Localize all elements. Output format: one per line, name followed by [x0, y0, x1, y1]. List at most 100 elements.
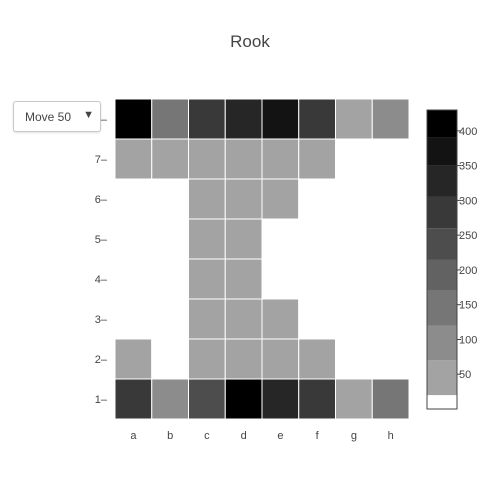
heatmap-cell-e5 — [261, 218, 300, 260]
heatmap-cell-g4 — [335, 258, 373, 300]
y-tick-label: 1– — [95, 394, 108, 406]
heatmap-cell-d8 — [224, 98, 263, 140]
heatmap-cell-b3 — [151, 298, 189, 340]
heatmap-cell-b8 — [151, 98, 189, 140]
x-tick-label: h — [388, 430, 394, 442]
colorbar-band — [427, 325, 457, 361]
heatmap-cell-f8 — [298, 98, 336, 140]
colorbar-tick-label: 50 — [459, 369, 471, 381]
heatmap-cell-a3 — [114, 298, 153, 340]
colorbar-band — [427, 165, 457, 197]
colorbar-tick-label: 200 — [459, 265, 477, 277]
heatmap-cell-b5 — [151, 218, 189, 260]
colorbar-band — [427, 395, 457, 409]
heatmap-cell-h1 — [371, 378, 410, 420]
y-tick-label: 2– — [95, 354, 108, 366]
heatmap-cell-f6 — [298, 178, 336, 220]
colorbar-band — [427, 137, 457, 166]
colorbar-tick-label: 400 — [459, 126, 477, 138]
heatmap-cell-a5 — [114, 218, 153, 260]
heatmap-cell-d5 — [224, 218, 263, 260]
heatmap-cell-f2 — [298, 338, 336, 380]
heatmap-cell-h5 — [371, 218, 410, 260]
heatmap-cell-e4 — [261, 258, 300, 300]
heatmap-cell-b4 — [151, 258, 189, 300]
heatmap-cell-d1 — [224, 378, 263, 420]
heatmap-cell-h7 — [371, 138, 410, 180]
heatmap-cell-c6 — [188, 178, 226, 220]
heatmap-cell-e7 — [261, 138, 300, 180]
heatmap-cell-g5 — [335, 218, 373, 260]
heatmap-cell-d3 — [224, 298, 263, 340]
heatmap-cell-c7 — [188, 138, 226, 180]
x-tick-label: b — [167, 430, 173, 442]
heatmap-cell-a6 — [114, 178, 153, 220]
chart-title: Rook — [230, 32, 270, 51]
heatmap-cell-f4 — [298, 258, 336, 300]
heatmap-cell-g2 — [335, 338, 373, 380]
heatmap-cell-f5 — [298, 218, 336, 260]
heatmap-cell-g3 — [335, 298, 373, 340]
heatmap-cell-b1 — [151, 378, 189, 420]
y-tick-label: 3– — [95, 314, 108, 326]
heatmap-cell-d6 — [224, 178, 263, 220]
heatmap-cell-c8 — [188, 98, 226, 140]
heatmap-cell-a4 — [114, 258, 153, 300]
colorbar-band — [427, 196, 457, 229]
colorbar-outline — [426, 109, 458, 410]
heatmap-cell-b7 — [151, 138, 189, 180]
colorbar-band — [427, 259, 457, 291]
heatmap-cell-d7 — [224, 138, 263, 180]
heatmap-cell-c1 — [188, 378, 226, 420]
heatmap-cell-f3 — [298, 298, 336, 340]
move-select-label: Move 50 — [25, 110, 72, 124]
heatmap-cell-e1 — [261, 378, 300, 420]
heatmap-cell-d4 — [224, 258, 263, 300]
colorbar-band — [427, 110, 457, 138]
heatmap-cell-c4 — [188, 258, 226, 300]
heatmap-cell-e2 — [261, 338, 300, 380]
triangle-down-icon: ▼ — [83, 109, 94, 121]
heatmap-cell-g7 — [335, 138, 373, 180]
heatmap-cell-f7 — [298, 138, 336, 180]
heatmap-cell-c2 — [188, 338, 226, 380]
y-tick-label: 6– — [95, 194, 108, 206]
heatmap-cell-b2 — [151, 338, 189, 380]
heatmap-cell-e8 — [261, 98, 300, 140]
heatmap-cell-a2 — [114, 338, 153, 380]
heatmap-cell-c5 — [188, 218, 226, 260]
heatmap-cell-g8 — [335, 98, 373, 140]
y-tick-label: 4– — [95, 274, 108, 286]
move-select-dropdown[interactable]: Move 50 ▼ — [13, 101, 101, 132]
x-tick-label: a — [130, 430, 137, 442]
heatmap-cell-g1 — [335, 378, 373, 420]
colorbar-band — [427, 228, 457, 260]
heatmap-cell-h6 — [371, 178, 410, 220]
x-tick-label: e — [277, 430, 283, 442]
colorbar-tick-label: 300 — [459, 195, 477, 207]
x-tick-label: g — [351, 430, 357, 442]
heatmap-cell-h4 — [371, 258, 410, 300]
heatmap-cell-a7 — [114, 138, 153, 180]
heatmap-cell-e6 — [261, 178, 300, 220]
colorbar-band — [427, 360, 457, 396]
heatmap-cell-h3 — [371, 298, 410, 340]
y-tick-label: 7– — [95, 154, 108, 166]
colorbar-tick-label: 150 — [459, 300, 477, 312]
heatmap-cell-e3 — [261, 298, 300, 340]
x-tick-label: c — [204, 430, 210, 442]
colorbar-tick-label: 350 — [459, 161, 477, 173]
x-tick-label: d — [241, 430, 247, 442]
colorbar-band — [427, 290, 457, 326]
x-tick-label: f — [316, 430, 320, 442]
heatmap-cell-h2 — [371, 338, 410, 380]
heatmap-cell-h8 — [371, 98, 410, 140]
heatmap-cell-d2 — [224, 338, 263, 380]
colorbar-tick-label: 100 — [459, 334, 477, 346]
heatmap-cell-c3 — [188, 298, 226, 340]
y-tick-label: 5– — [95, 234, 108, 246]
heatmap-cell-b6 — [151, 178, 189, 220]
colorbar-tick-label: 250 — [459, 230, 477, 242]
heatmap-cell-a8 — [114, 98, 153, 140]
